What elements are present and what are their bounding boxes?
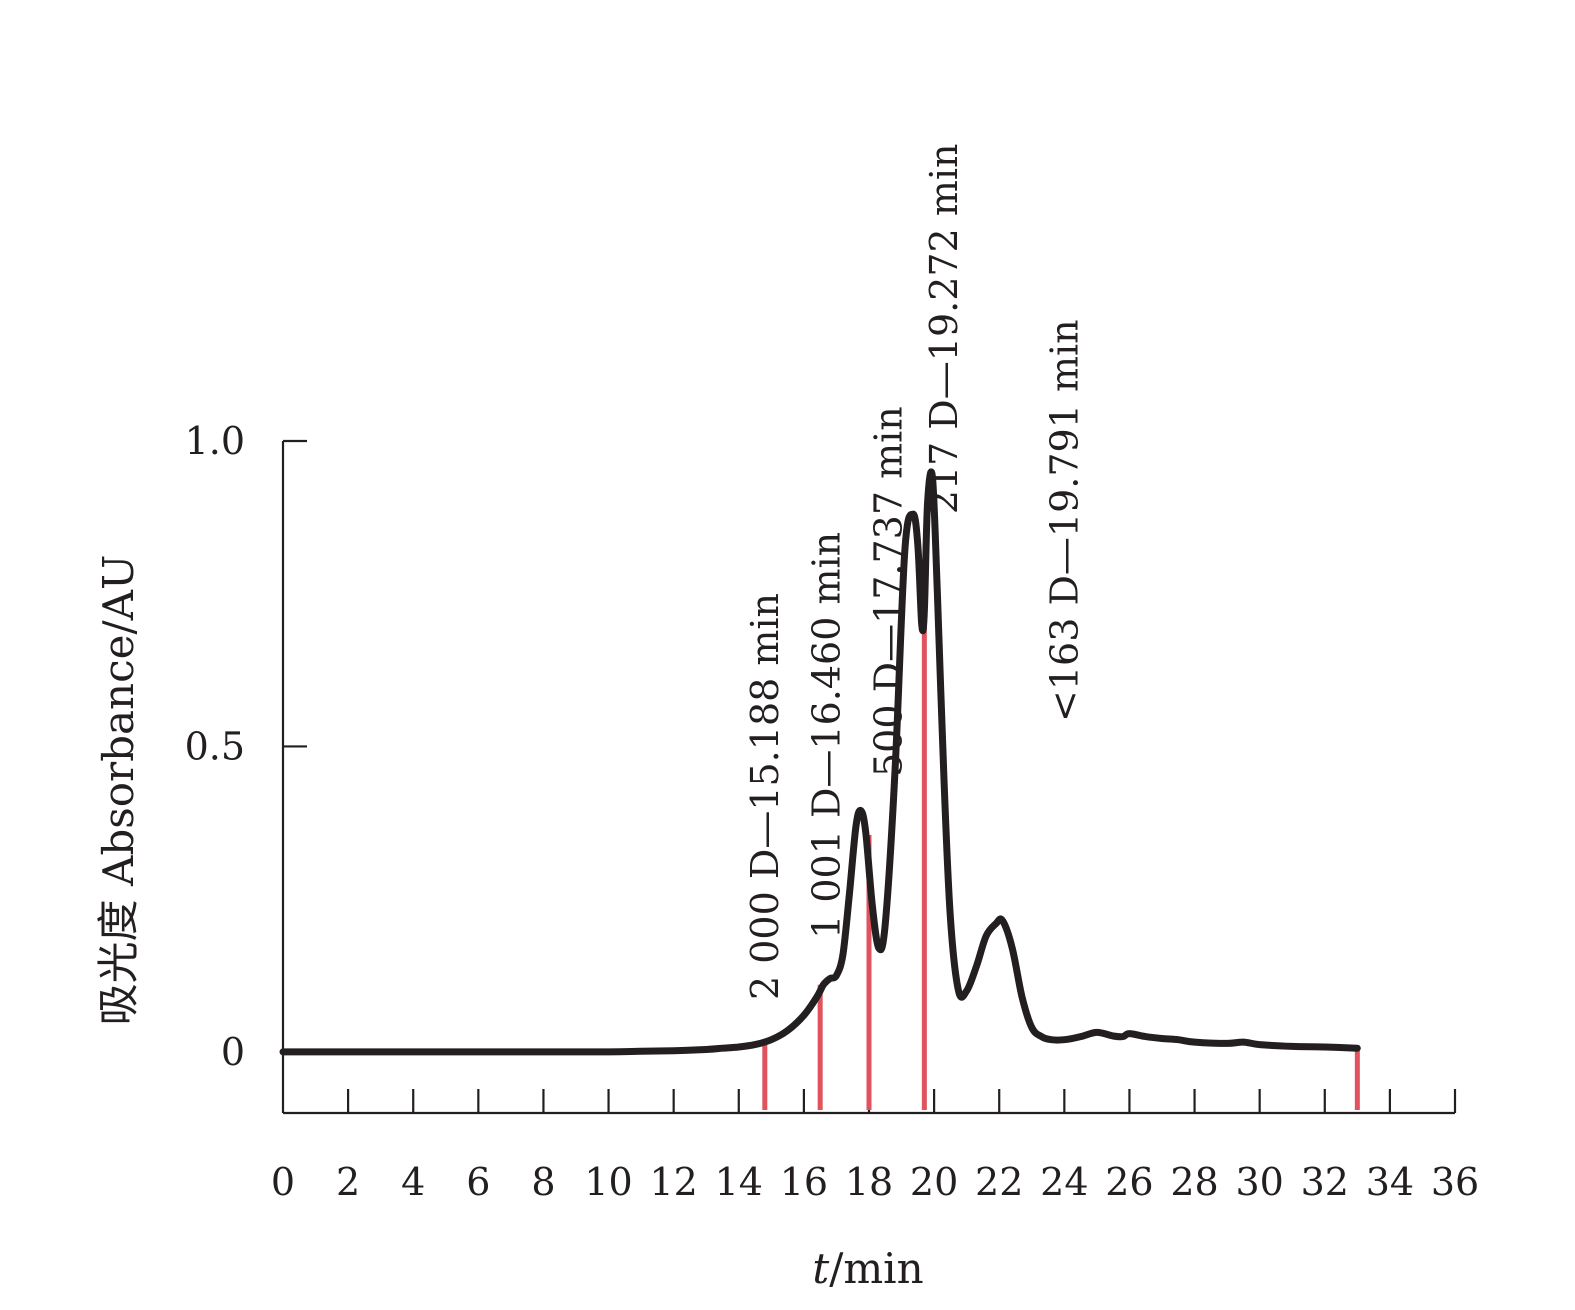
x-tick-label: 26 <box>1105 1160 1153 1204</box>
x-tick-label: 4 <box>401 1160 425 1204</box>
x-tick-label: 12 <box>649 1160 697 1204</box>
series-group <box>279 468 1361 1056</box>
peak-annotation: 1 001 D—16.460 min <box>805 532 849 939</box>
x-tick-label: 14 <box>715 1160 763 1204</box>
absorbance-curve <box>279 468 1361 1056</box>
x-tick-label: 20 <box>910 1160 958 1204</box>
x-tick-label: 16 <box>780 1160 828 1204</box>
x-tick-label: 10 <box>584 1160 632 1204</box>
x-tick-label: 34 <box>1366 1160 1414 1204</box>
y-tick-label: 0.5 <box>185 724 245 768</box>
x-tick-label: 18 <box>845 1160 893 1204</box>
x-tick-label: 28 <box>1170 1160 1218 1204</box>
x-tick-label: 6 <box>466 1160 490 1204</box>
peak-annotation: 2 000 D—15.188 min <box>743 593 787 1000</box>
x-tick-label: 36 <box>1431 1160 1479 1204</box>
peak-annotation: <163 D—19.791 min <box>1042 319 1086 722</box>
peak-annotation: 500 D—17.737 min <box>867 406 911 777</box>
x-axis-label: t/min <box>812 1244 923 1293</box>
y-tick-label: 0 <box>221 1030 245 1074</box>
y-axis-label: 吸光度 Absorbance/AU <box>94 555 143 1026</box>
x-tick-label: 22 <box>975 1160 1023 1204</box>
x-tick-label: 0 <box>271 1160 295 1204</box>
annotations: 2 000 D—15.188 min 1 001 D—16.460 min 500 … <box>743 144 1087 1000</box>
x-tick-label: 24 <box>1040 1160 1088 1204</box>
y-tick-label: 1.0 <box>185 419 245 463</box>
peak-annotation: 217 D—19.272 min <box>922 144 966 515</box>
x-tick-label: 32 <box>1301 1160 1349 1204</box>
x-tick-label: 8 <box>531 1160 555 1204</box>
x-tick-label: 30 <box>1235 1160 1283 1204</box>
x-tick-label: 2 <box>336 1160 360 1204</box>
